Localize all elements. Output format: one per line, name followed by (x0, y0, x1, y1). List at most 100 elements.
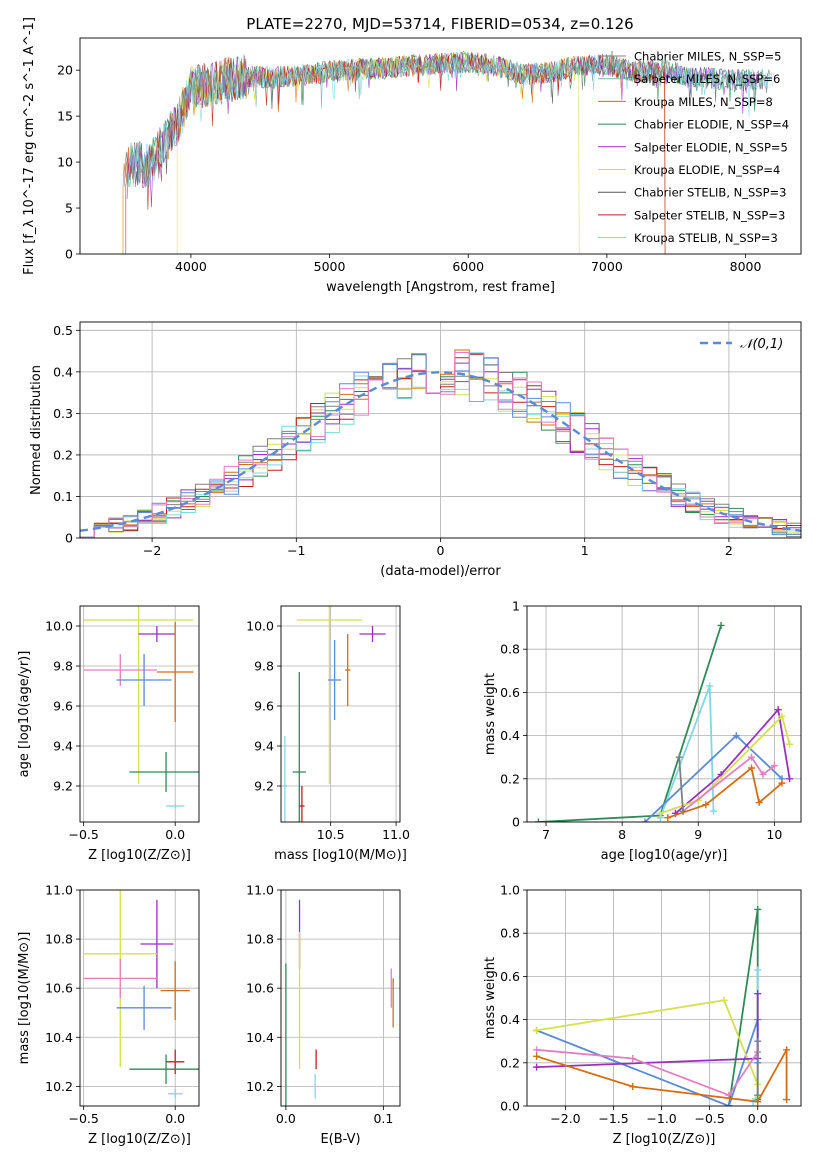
weight-marker (720, 996, 728, 1004)
x-axis-label: age [log10(age/yr)] (601, 848, 728, 863)
weight-line (536, 993, 759, 1068)
panel-residuals: −2 −1 0 1 2 0 0.1 0.2 0.3 0.4 0.5 (data-model)/erro… (29, 321, 802, 579)
weight-line (536, 1048, 759, 1097)
panel-weight-vs-age: 7 8 9 10 0 0.2 0.4 0.6 0.8 1 age [log10(age/yr)] ma… (483, 599, 802, 863)
weight-marker (754, 990, 762, 998)
y-axis-label: age [log10(age/yr)] (17, 651, 32, 778)
x-axis-label: mass [log10(M/M⊙)] (274, 848, 407, 863)
y-tick-label: 0.5 (53, 323, 73, 338)
y-tick-label: 9.8 (53, 659, 73, 674)
x-tick-label: 4000 (175, 259, 207, 274)
axes-frame (79, 605, 200, 823)
y-tick-label: 0.2 (53, 447, 73, 462)
y-tick-label: 0 (65, 247, 73, 262)
weight-marker (664, 814, 672, 822)
x-tick-label: 1 (581, 543, 589, 558)
plot-area-age-vs-mass (281, 606, 400, 822)
y-tick-label: 11.0 (45, 883, 73, 898)
legend-label: Kroupa MILES, N_SSP=8 (634, 95, 773, 109)
x-tick-label: 11.0 (382, 827, 410, 842)
y-axis-label: mass weight (483, 957, 498, 1039)
panel-spectrum: 4000 5000 6000 7000 8000 0 5 10 15 20 wavelength [… (22, 17, 802, 295)
y-tick-label: 10 (57, 155, 73, 170)
axes-frame (79, 889, 200, 1107)
weight-marker (783, 1096, 791, 1104)
x-tick-label: −1.0 (646, 1111, 676, 1126)
weight-marker (754, 1037, 762, 1045)
histogram-series (80, 352, 801, 538)
weight-marker (533, 1046, 541, 1054)
y-tick-label: 10.4 (246, 1030, 274, 1045)
x-tick-label: −0.5 (694, 1111, 724, 1126)
y-tick-label: 9.4 (254, 739, 274, 754)
figure-title: PLATE=2270, MJD=53714, FIBERID=0534, z=0… (246, 15, 633, 33)
y-tick-label: 0.2 (500, 1055, 520, 1070)
weight-marker (748, 753, 756, 761)
panel-mass-vs-EBV: 0.0 0.1 10.2 10.4 10.6 10.8 11.0 E(B-V) (246, 883, 401, 1147)
weight-marker (754, 966, 762, 974)
y-tick-label: 15 (57, 109, 73, 124)
weight-line (728, 909, 759, 1106)
legend-label: Salpeter ELODIE, N_SSP=5 (634, 140, 788, 154)
y-tick-label: 0.8 (500, 926, 520, 941)
weight-marker (629, 1083, 637, 1091)
weight-marker (533, 1052, 541, 1060)
x-axis-label: (data-model)/error (380, 564, 501, 579)
weight-marker (629, 1054, 637, 1062)
weight-marker (783, 1046, 791, 1054)
y-tick-label: 0.0 (500, 1099, 520, 1114)
panel-weight-vs-Z: −2.0 −1.5 −1.0 −0.5 0.0 0.0 0.2 0.4 0.6 0.8 1.0 Z [… (483, 883, 802, 1147)
weight-marker (786, 740, 794, 748)
x-tick-label: −1.5 (598, 1111, 628, 1126)
panel-mass-vs-Z: −0.5 0.0 10.2 10.4 10.6 10.8 11.0 Z [log10(Z/Z⊙… (17, 883, 200, 1147)
spectrum-line (122, 51, 666, 254)
weight-marker (717, 621, 725, 629)
weight-line (538, 625, 722, 822)
y-tick-label: 10.2 (246, 1079, 274, 1094)
y-tick-label: 5 (65, 201, 73, 216)
y-tick-label: 9.6 (254, 699, 274, 714)
y-axis-label: Normed distribution (29, 365, 44, 495)
x-tick-label: 8 (618, 827, 626, 842)
weight-marker (774, 706, 782, 714)
x-tick-label: 0.0 (165, 827, 185, 842)
weight-marker (778, 712, 786, 720)
y-tick-label: 9.2 (254, 779, 274, 794)
x-tick-label: 10 (766, 827, 782, 842)
weight-marker (679, 807, 687, 815)
weight-marker (641, 818, 649, 822)
weight-marker (770, 762, 778, 770)
histogram-series (80, 352, 801, 538)
y-tick-label: 9.8 (254, 659, 274, 674)
plot-area-mass-vs-Z (80, 890, 199, 1106)
legend-label: Chabrier MILES, N_SSP=5 (634, 50, 781, 64)
y-tick-label: 10.8 (45, 932, 73, 947)
weight-line (674, 707, 791, 815)
y-tick-label: 10.8 (246, 932, 274, 947)
x-tick-label: −2.0 (550, 1111, 580, 1126)
weight-marker (533, 1026, 541, 1034)
weight-marker (534, 818, 542, 822)
x-axis-label: Z [log10(Z/Z⊙)] (88, 848, 191, 863)
histogram-series (80, 353, 801, 538)
y-tick-label: 0.2 (500, 771, 520, 786)
weight-line (678, 757, 684, 812)
y-tick-label: 0 (512, 815, 520, 830)
y-tick-label: 10.0 (246, 619, 274, 634)
x-tick-label: 10.5 (317, 827, 345, 842)
y-tick-label: 10.6 (246, 981, 274, 996)
y-tick-label: 0.4 (500, 728, 520, 743)
axes-frame (280, 605, 401, 823)
y-tick-label: 10.6 (45, 981, 73, 996)
x-tick-label: 7000 (591, 259, 623, 274)
legend-label: 𝒩(0,1) (740, 337, 783, 352)
weight-marker (725, 1102, 733, 1106)
y-tick-label: 0.4 (53, 364, 73, 379)
x-tick-label: 0.0 (748, 1111, 768, 1126)
y-tick-label: 0.6 (500, 969, 520, 984)
plot-area-mass-vs-EBV (281, 890, 400, 1106)
weight-line (682, 755, 775, 812)
y-tick-label: 0.1 (53, 489, 73, 504)
x-tick-label: −2 (143, 543, 161, 558)
